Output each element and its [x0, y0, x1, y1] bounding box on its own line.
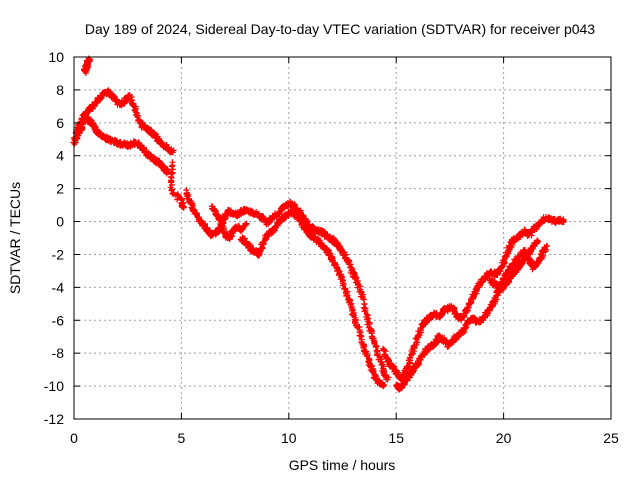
x-tick-label: 0 [70, 430, 78, 446]
y-tick-label: -8 [52, 345, 65, 361]
point-markers [70, 114, 172, 177]
series-track-b [70, 114, 172, 177]
y-tick-labels: -12 -10 -8 -6 -4 -2 0 2 4 6 8 10 [44, 49, 64, 427]
point-markers [486, 237, 541, 295]
series-track-g [379, 214, 567, 383]
y-tick-label: 4 [56, 148, 64, 164]
series-track-d [183, 187, 392, 383]
data-points [70, 55, 567, 393]
y-tick-label: 6 [56, 115, 64, 131]
axis-ticks [73, 56, 612, 420]
y-tick-label: 8 [56, 82, 64, 98]
series-track-i [486, 237, 541, 295]
series-track-f [208, 203, 250, 243]
y-tick-label: 0 [56, 214, 64, 230]
y-tick-label: -6 [52, 312, 65, 328]
plot-frame [73, 56, 612, 420]
x-tick-label: 10 [281, 430, 297, 446]
y-axis-label: SDTVAR / TECUs [7, 182, 23, 294]
y-tick-label: -2 [52, 246, 65, 262]
series-track-h [393, 242, 551, 393]
series-track-e [237, 207, 388, 390]
series-track-c [80, 55, 93, 76]
point-markers [208, 203, 250, 243]
x-tick-labels: 0 5 10 15 20 25 [70, 430, 619, 446]
point-markers [393, 242, 551, 393]
series-track-j [167, 159, 187, 211]
chart-title: Day 189 of 2024, Sidereal Day-to-day VTE… [85, 21, 595, 37]
y-tick-label: -12 [44, 411, 64, 427]
y-tick-label: -4 [52, 279, 65, 295]
y-tick-label: -10 [44, 378, 64, 394]
y-tick-label: 10 [48, 49, 64, 65]
point-markers [80, 55, 93, 76]
y-tick-label: 2 [56, 181, 64, 197]
x-tick-label: 5 [178, 430, 186, 446]
point-markers [167, 159, 187, 211]
x-tick-label: 25 [603, 430, 619, 446]
x-tick-label: 20 [496, 430, 512, 446]
x-tick-label: 15 [388, 430, 404, 446]
point-markers [237, 207, 388, 390]
point-markers [183, 187, 392, 383]
grid [74, 57, 611, 419]
point-markers [379, 214, 567, 383]
x-axis-label: GPS time / hours [289, 457, 396, 473]
